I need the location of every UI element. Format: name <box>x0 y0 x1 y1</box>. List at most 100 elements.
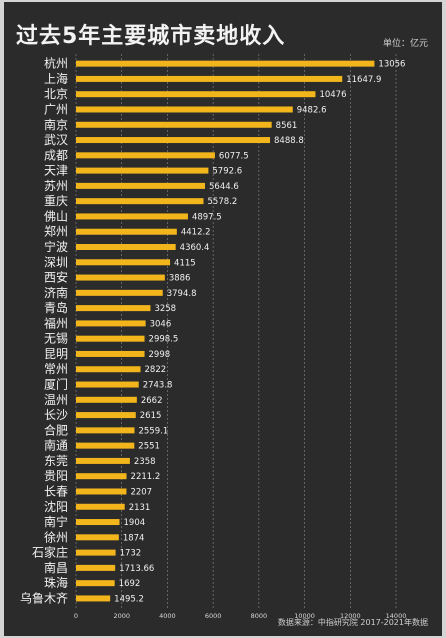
category-label: 长沙 <box>44 408 68 422</box>
bar <box>76 228 177 235</box>
bar <box>76 350 145 357</box>
value-label: 5578.2 <box>208 197 238 207</box>
value-label: 2211.2 <box>131 472 161 482</box>
category-label: 长春 <box>44 484 68 498</box>
bar <box>76 320 146 327</box>
category-label: 苏州 <box>44 179 68 193</box>
value-label: 3794.8 <box>167 289 197 299</box>
value-label: 4360.4 <box>180 243 210 253</box>
source-note: 数据来源：中指研究院 2017-2021年数据 <box>277 618 428 627</box>
value-label: 5644.6 <box>209 182 239 192</box>
bar <box>76 106 293 113</box>
category-label: 乌鲁木齐 <box>20 590 68 605</box>
x-tick-label: 14000 <box>386 612 407 620</box>
value-label: 2822 <box>145 365 167 375</box>
bar <box>76 137 271 144</box>
value-label: 2207 <box>130 487 152 497</box>
value-label: 4412.2 <box>181 228 211 238</box>
bar <box>76 335 145 342</box>
x-tick-label: 0 <box>74 612 78 620</box>
bar <box>76 91 316 98</box>
category-label: 沈阳 <box>44 499 68 514</box>
bar <box>76 442 135 449</box>
bar <box>76 457 130 464</box>
value-label: 5792.6 <box>212 167 242 177</box>
category-label: 天津 <box>44 164 68 178</box>
value-label: 2358 <box>134 457 156 467</box>
category-label: 成都 <box>44 148 68 162</box>
bar <box>76 580 115 587</box>
value-label: 6077.5 <box>219 151 249 161</box>
value-label: 3046 <box>150 319 172 329</box>
bar <box>76 182 206 189</box>
category-label: 东莞 <box>44 454 68 468</box>
bar <box>76 305 151 312</box>
category-label: 上海 <box>44 71 68 86</box>
category-label: 深圳 <box>44 255 68 269</box>
bar <box>76 121 272 128</box>
category-label: 厦门 <box>44 377 68 392</box>
value-label: 1874 <box>123 533 145 543</box>
value-label: 8561 <box>276 121 298 131</box>
bar <box>76 534 119 541</box>
value-label: 2131 <box>129 503 151 513</box>
bar <box>76 412 136 419</box>
value-label: 2998.5 <box>149 335 179 345</box>
bar <box>76 198 204 205</box>
bar <box>76 473 127 480</box>
x-tick-label: 2000 <box>113 612 130 620</box>
x-tick-label: 10000 <box>294 612 315 620</box>
value-label: 3258 <box>154 304 176 314</box>
bar <box>76 381 139 388</box>
value-label: 1732 <box>120 549 142 559</box>
chart-title: 过去5年主要城市卖地收入 <box>16 24 286 49</box>
category-label: 福州 <box>44 315 68 330</box>
value-label: 2743.8 <box>143 381 173 391</box>
value-label: 9482.6 <box>297 105 327 115</box>
value-label: 13056 <box>378 60 405 70</box>
bar <box>76 427 135 434</box>
bar-chart: 0 2000 4000 6000 8000 10000 12000 14000 杭州 13056 上… <box>20 54 407 620</box>
bar <box>76 595 111 602</box>
x-tick-label: 6000 <box>205 612 222 620</box>
category-label: 北京 <box>44 87 68 101</box>
category-label: 昆明 <box>44 347 68 361</box>
category-label: 佛山 <box>44 209 68 223</box>
bar <box>76 274 165 281</box>
value-label: 8488.8 <box>274 136 304 146</box>
category-label: 南京 <box>44 117 68 132</box>
category-label: 石家庄 <box>32 545 68 560</box>
unit-label: 单位：亿元 <box>382 39 428 49</box>
value-label: 2551 <box>138 442 160 452</box>
category-label: 南宁 <box>44 514 68 529</box>
value-label: 2662 <box>141 396 163 406</box>
chart-card: 过去5年主要城市卖地收入 单位：亿元 0 2000 4000 6000 8000 1000… <box>4 2 442 636</box>
bar <box>76 289 163 296</box>
value-label: 4115 <box>174 258 196 268</box>
category-label: 武汉 <box>44 133 68 147</box>
value-label: 1495.2 <box>114 594 144 604</box>
category-label: 西安 <box>44 270 68 285</box>
bar <box>76 549 116 556</box>
category-label: 温州 <box>44 393 68 407</box>
bar <box>76 366 141 373</box>
category-label: 宁波 <box>44 239 68 254</box>
bar <box>76 167 209 174</box>
value-label: 2998 <box>149 350 171 360</box>
bar <box>76 519 120 526</box>
value-label: 1692 <box>119 579 141 589</box>
category-label: 珠海 <box>44 575 68 590</box>
category-label: 南昌 <box>44 560 68 575</box>
bar <box>76 564 116 571</box>
value-label: 2559.1 <box>138 426 168 436</box>
bar <box>76 213 188 220</box>
category-label: 郑州 <box>44 224 68 239</box>
category-label: 青岛 <box>44 300 68 315</box>
category-label: 广州 <box>44 102 68 116</box>
x-tick-label: 4000 <box>159 612 176 620</box>
x-tick-label: 8000 <box>251 612 268 620</box>
bar <box>76 60 375 67</box>
bar <box>76 396 137 403</box>
value-label: 2615 <box>140 411 162 421</box>
category-label: 徐州 <box>44 529 68 544</box>
